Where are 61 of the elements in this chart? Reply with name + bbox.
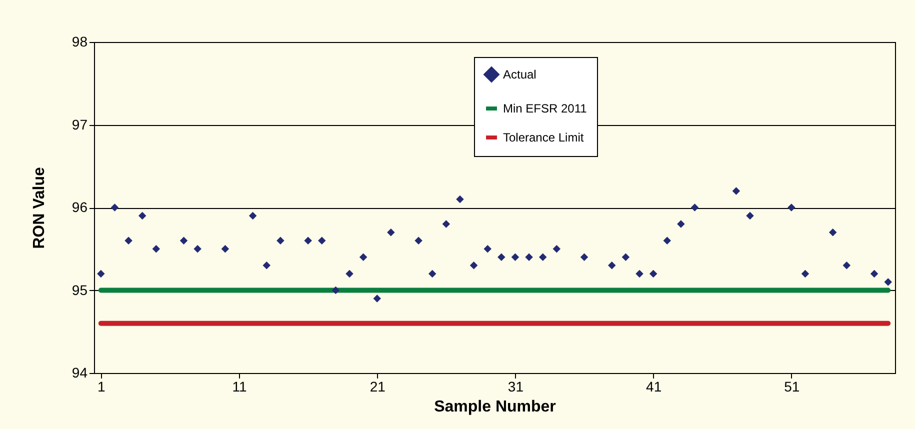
- point: [248, 212, 257, 220]
- point: [124, 236, 132, 244]
- point: [346, 270, 354, 278]
- point: [262, 262, 270, 270]
- point: [842, 262, 851, 270]
- point: [622, 253, 630, 262]
- point: [387, 228, 395, 236]
- point: [649, 270, 658, 278]
- point: [97, 270, 105, 278]
- x-tick-label: 1: [98, 378, 106, 394]
- point: [456, 195, 464, 204]
- point: [498, 253, 506, 262]
- y-tick-label: 95: [72, 282, 88, 298]
- point: [276, 236, 284, 244]
- y-tick-label: 97: [72, 116, 88, 132]
- point: [690, 204, 699, 212]
- point: [180, 236, 188, 244]
- y-tick-label: 94: [72, 364, 88, 380]
- point: [746, 212, 754, 220]
- point: [525, 253, 533, 262]
- point: [359, 253, 368, 262]
- x-tick-label: 41: [646, 378, 662, 394]
- point: [884, 278, 892, 286]
- point: [580, 253, 588, 262]
- point: [608, 262, 616, 270]
- point: [732, 187, 740, 195]
- point: [828, 228, 837, 236]
- point: [110, 204, 119, 212]
- point: [663, 236, 671, 244]
- point: [414, 236, 422, 244]
- point: [428, 270, 436, 278]
- point: [538, 253, 547, 262]
- point: [552, 245, 561, 253]
- legend-label: Tolerance Limit: [503, 130, 584, 144]
- point: [870, 270, 878, 278]
- point: [470, 262, 478, 270]
- point: [442, 220, 450, 228]
- x-tick-label: 51: [784, 378, 800, 394]
- point: [801, 270, 810, 278]
- point: [636, 270, 644, 278]
- point: [484, 245, 492, 253]
- x-axis-title: Sample Number: [434, 398, 556, 416]
- legend-label: Min EFSR 2011: [503, 102, 588, 116]
- y-axis-title: RON Value: [30, 167, 48, 249]
- point: [318, 236, 326, 244]
- x-tick-label: 31: [508, 378, 524, 394]
- x-tick-label: 21: [370, 378, 386, 394]
- point: [152, 245, 160, 253]
- point: [304, 236, 312, 244]
- point: [511, 253, 520, 262]
- point: [138, 212, 146, 220]
- point: [194, 245, 202, 253]
- point: [677, 220, 685, 228]
- legend-label: Actual: [503, 68, 536, 82]
- point: [221, 245, 230, 253]
- point: [332, 286, 340, 294]
- y-tick-label: 96: [72, 199, 88, 215]
- x-tick-label: 11: [232, 378, 247, 394]
- point: [373, 294, 381, 302]
- y-tick-label: 98: [72, 34, 88, 50]
- point: [788, 204, 796, 212]
